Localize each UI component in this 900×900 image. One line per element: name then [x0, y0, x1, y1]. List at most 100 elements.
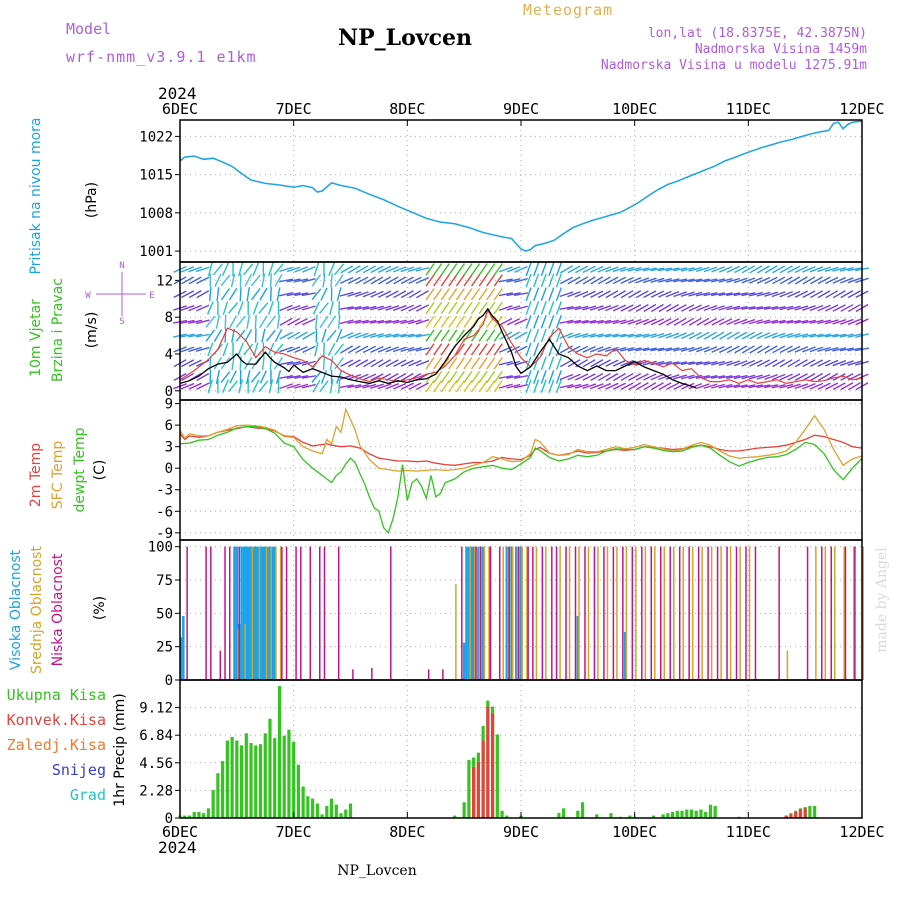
wind-arrow — [400, 276, 414, 285]
wind-arrow — [463, 380, 473, 393]
wind-arrow — [574, 290, 589, 298]
wind-arrow — [597, 346, 612, 353]
wind-arrow — [470, 343, 481, 356]
wind-arrow — [711, 360, 725, 366]
wind-arrow — [533, 262, 540, 277]
wind-arrow — [597, 305, 612, 311]
legend-snow: Snijeg — [52, 761, 106, 779]
wind-arrow — [817, 372, 831, 382]
wind-arrow — [415, 276, 430, 284]
wind-arrow — [533, 356, 540, 371]
wind-arrow — [273, 263, 284, 276]
wind-arrow — [548, 356, 555, 371]
wind-arrow — [448, 370, 458, 384]
wind-arrow — [205, 315, 216, 328]
wind-arrow — [506, 375, 521, 379]
wind-title: 10m Vjetar — [28, 299, 44, 377]
wind-arrow — [416, 290, 429, 299]
wind-arrow — [726, 374, 741, 380]
wind-arrow — [832, 266, 847, 272]
wind-arrow — [392, 319, 407, 324]
wind-arrow — [589, 383, 604, 390]
wind-arrow — [733, 360, 748, 367]
wind-arrow — [354, 383, 369, 389]
wind-arrow — [718, 383, 733, 389]
wind-arrow — [681, 304, 695, 312]
temperature-ytick-label: -9 — [156, 526, 173, 542]
wind-arrow — [533, 287, 540, 302]
wind-arrow — [302, 265, 316, 273]
wind-arrow — [794, 265, 809, 273]
wind-arrow — [279, 304, 293, 312]
wind-arrow — [635, 318, 650, 325]
wind-arrow — [597, 290, 611, 299]
top-year-label: 2024 — [158, 84, 197, 103]
precip-bar-total_precip — [268, 718, 272, 818]
wind-arrow — [764, 384, 779, 389]
wind-arrow — [393, 359, 407, 368]
wind-arrow — [279, 361, 294, 366]
wind-arrow — [643, 303, 657, 313]
wind-arrow — [433, 370, 443, 384]
wind-arrow — [181, 359, 195, 368]
wind-arrow — [666, 317, 680, 326]
wind-arrow — [400, 372, 414, 382]
wind-arrow — [582, 373, 596, 381]
wind-arrow — [832, 382, 846, 391]
precip-bar-total_precip — [580, 802, 585, 818]
wind-arrow — [658, 317, 672, 326]
wind-arrow — [559, 345, 573, 354]
precip-bar-total_precip — [325, 805, 329, 818]
precip-bar-total_precip — [495, 734, 499, 818]
wind-arrow — [533, 273, 540, 288]
wind-arrow — [455, 357, 465, 370]
wind-arrow — [378, 373, 392, 381]
wind-arrow — [650, 318, 665, 326]
wind-arrow — [764, 276, 778, 285]
wind-ytick-label: 0 — [165, 384, 173, 400]
wind-arrow — [688, 278, 703, 283]
wind-arrow — [195, 266, 210, 273]
wind-arrow — [329, 356, 334, 371]
wind-arrow — [470, 380, 481, 393]
wind-arrow — [703, 346, 718, 353]
wind-arrow — [355, 359, 369, 368]
wind-arrow — [425, 329, 435, 342]
wind-arrow — [832, 319, 847, 325]
wind-arrow — [817, 382, 831, 390]
wind-arrow — [665, 278, 680, 283]
wind-arrow — [756, 306, 771, 310]
wind-arrow — [354, 319, 369, 324]
wind-arrow — [478, 329, 488, 342]
wind-arrow — [540, 370, 547, 384]
dewpt-temp-title: dewpt Temp — [72, 427, 88, 512]
wind-arrow — [246, 287, 250, 302]
wind-arrow — [665, 347, 680, 352]
wind-arrow — [688, 304, 702, 312]
compass-south-label: S — [119, 317, 124, 327]
wind-arrow — [250, 371, 261, 383]
wind-arrow — [548, 273, 555, 288]
wind-arrow — [559, 319, 574, 324]
wind-arrow — [311, 274, 322, 287]
temperature-ytick-label: -3 — [156, 483, 173, 499]
wind-arrow — [214, 273, 222, 288]
wind-arrow — [657, 347, 672, 352]
model-name: wrf-nmm_v3.9.1 e1km — [66, 48, 257, 66]
wind-arrow — [605, 359, 619, 367]
wind-arrow — [470, 315, 481, 328]
wind-arrow — [392, 266, 407, 273]
wind-arrow — [567, 345, 581, 354]
wind-arrow — [696, 383, 710, 390]
precip-bar-total_precip — [713, 805, 717, 818]
wind-arrow — [400, 333, 415, 338]
wind-arrow — [347, 291, 362, 297]
wind-arrow — [433, 301, 443, 315]
wind-arrow — [733, 318, 748, 325]
wind-arrow — [741, 359, 756, 367]
wind-arrow — [470, 263, 481, 276]
wind-arrow — [620, 266, 635, 272]
wind-arrow — [718, 360, 733, 366]
wind-arrow — [486, 315, 496, 328]
wind-arrow — [817, 346, 832, 352]
